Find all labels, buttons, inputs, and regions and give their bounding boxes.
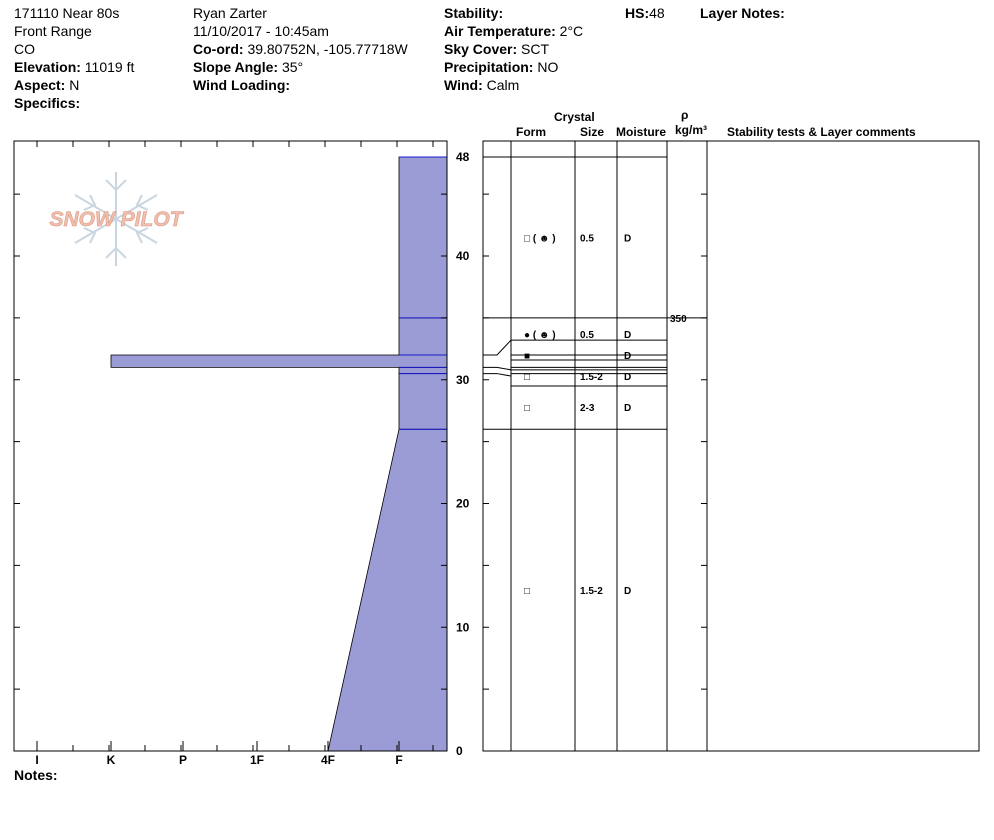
precipitation: Precipitation: NO: [444, 58, 558, 76]
layer-notes-label: Layer Notes:: [700, 5, 785, 21]
snowpilot-logo: SNOW PILOT: [50, 208, 185, 231]
x-tick-label: 1F: [250, 753, 264, 767]
layer-moisture-0: D: [624, 586, 631, 597]
hardness-layer-3: [110, 354, 448, 368]
y-tick-label: 10: [456, 620, 470, 634]
datetime: 11/10/2017 - 10:45am: [193, 23, 329, 39]
layer-moisture-4: D: [624, 330, 631, 341]
wind-label: Wind:: [444, 77, 483, 93]
crystal-header: Crystal: [554, 110, 595, 124]
layer-table-frame: [482, 140, 980, 752]
layer-connector-2: [483, 373, 512, 377]
slope-angle: Slope Angle: 35°: [193, 58, 303, 76]
layer-form-2: □: [524, 372, 530, 383]
elevation-value: 11019 ft: [84, 59, 135, 75]
sky-cover: Sky Cover: SCT: [444, 40, 549, 58]
layer-form-4: ● ( ☻ ): [524, 330, 556, 341]
x-tick-label: K: [107, 753, 116, 767]
elevation-label: Elevation:: [14, 59, 81, 75]
stability-label: Stability:: [444, 5, 504, 21]
rho-header: ρ: [681, 108, 689, 122]
layer-moisture-5: D: [624, 233, 631, 244]
moisture-header: Moisture: [616, 125, 667, 139]
y-tick-label: 20: [456, 497, 470, 511]
layer-form-0: □: [524, 586, 530, 597]
y-tick-label: 30: [456, 373, 470, 387]
layer-size-1: 2-3: [580, 403, 595, 414]
size-header: Size: [580, 125, 605, 139]
air-temp-value: 2°C: [559, 23, 584, 39]
x-tick-label: I: [35, 753, 38, 767]
layer-connector-1: [483, 366, 512, 371]
hardness-layer-1: [398, 373, 448, 430]
precip-label: Precipitation:: [444, 59, 534, 75]
y-tick-label: 0: [456, 744, 463, 758]
precip-value: NO: [537, 59, 559, 75]
wind: Wind: Calm: [444, 76, 519, 94]
y-tick-label: 48: [456, 150, 470, 164]
aspect: Aspect: N: [14, 76, 79, 94]
sky-cover-value: SCT: [521, 41, 550, 57]
density-unit-header: kg/m³: [675, 123, 708, 137]
layer-moisture-2: D: [624, 372, 631, 383]
hardness-layer-0: [327, 428, 448, 752]
snowflake-icon: [74, 172, 158, 266]
notes-label: Notes:: [14, 767, 58, 783]
y-tick-label: 40: [456, 249, 470, 263]
layer-connector-0: [483, 339, 512, 356]
hardness-layer-5: [398, 156, 448, 319]
x-tick-label: 4F: [321, 753, 335, 767]
layer-form-3: ■: [524, 351, 530, 362]
comments-header: Stability tests & Layer comments: [727, 125, 916, 139]
wind-loading-label: Wind Loading:: [193, 77, 291, 93]
hardness-layer-4: [398, 317, 448, 356]
sky-cover-label: Sky Cover:: [444, 41, 518, 57]
hardness-layer-2: [398, 366, 448, 374]
wind-value: Calm: [486, 77, 520, 93]
coord-label: Co-ord:: [193, 41, 244, 57]
layer-moisture-1: D: [624, 403, 631, 414]
layer-moisture-3: D: [624, 351, 631, 362]
state: CO: [14, 41, 35, 57]
layer-form-1: □: [524, 403, 530, 414]
layer-size-4: 0.5: [580, 330, 594, 341]
hs: HS:48: [625, 4, 665, 22]
layer-size-5: 0.5: [580, 233, 594, 244]
air-temperature: Air Temperature: 2°C: [444, 22, 583, 40]
air-temp-label: Air Temperature:: [444, 23, 556, 39]
slope-label: Slope Angle:: [193, 59, 279, 75]
hardness-plot-frame: [13, 140, 448, 752]
layer-size-2: 1.5-2: [580, 372, 603, 383]
layer-size-0: 1.5-2: [580, 586, 603, 597]
coord-value: 39.80752N, -105.77718W: [247, 41, 408, 57]
range: Front Range: [14, 23, 92, 39]
site-id: 171110 Near 80s: [14, 5, 120, 21]
aspect-label: Aspect:: [14, 77, 66, 93]
x-tick-label: F: [395, 753, 402, 767]
layer-form-5: □ ( ☻ ): [524, 233, 556, 244]
hs-value: 48: [649, 5, 665, 21]
x-tick-label: P: [179, 753, 187, 767]
form-header: Form: [516, 125, 546, 139]
layer-density-0: 350: [670, 314, 687, 325]
specifics-label: Specifics:: [14, 95, 81, 111]
elevation: Elevation: 11019 ft: [14, 58, 134, 76]
slope-value: 35°: [281, 59, 304, 75]
observer: Ryan Zarter: [193, 5, 267, 21]
coordinates: Co-ord: 39.80752N, -105.77718W: [193, 40, 408, 58]
aspect-value: N: [69, 77, 80, 93]
hs-label: HS:: [625, 5, 650, 21]
